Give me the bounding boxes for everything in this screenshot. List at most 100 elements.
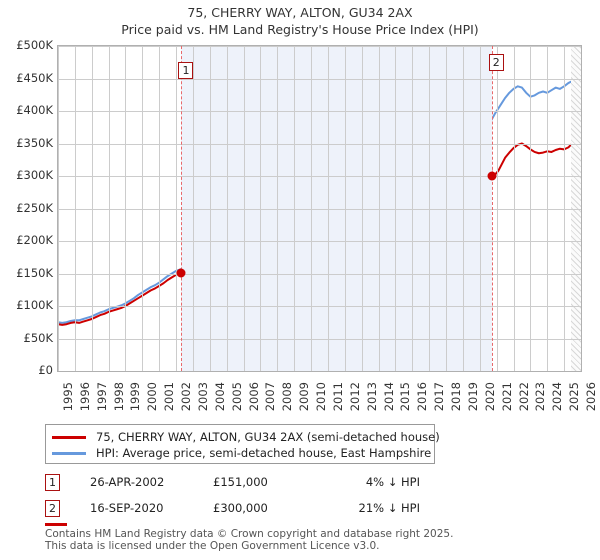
y-axis-tick-label: £50K <box>23 330 54 345</box>
transaction-hpi-delta-1: 4% ↓ HPI <box>365 475 420 489</box>
event-line-2 <box>491 46 493 371</box>
event-badge-1[interactable]: 1 <box>178 62 194 79</box>
gridline-horizontal <box>58 339 581 340</box>
x-axis-tick-label: 2020 <box>482 382 497 412</box>
gridline-vertical <box>463 46 464 371</box>
x-axis-tick-label: 1996 <box>77 382 92 412</box>
x-axis-tick-label: 1998 <box>111 382 126 412</box>
gridline-horizontal <box>58 111 581 112</box>
no-data-hatched-region <box>570 46 581 371</box>
legend-label-hpi: HPI: Average price, semi-detached house,… <box>96 446 432 460</box>
legend-item-hpi: HPI: Average price, semi-detached house,… <box>52 445 432 461</box>
x-axis-tick-label: 2024 <box>550 382 565 412</box>
y-axis-tick-label: £250K <box>16 200 53 215</box>
gridline-vertical <box>362 46 363 371</box>
gridline-horizontal <box>58 46 581 47</box>
x-axis-tick-label: 2026 <box>584 382 598 412</box>
gridline-vertical <box>581 46 582 371</box>
gridline-vertical <box>125 46 126 371</box>
gridline-horizontal <box>58 79 581 80</box>
footer-line-2: This data is licensed under the Open Gov… <box>45 540 380 552</box>
x-axis-tick-label: 2015 <box>398 382 413 412</box>
x-axis-tick-label: 2013 <box>364 382 379 412</box>
x-axis-tick-label: 1995 <box>61 382 75 412</box>
gridline-vertical <box>497 46 498 371</box>
transaction-list: 1 26-APR-2002 £151,000 4% ↓ HPI 2 16-SEP… <box>45 472 465 524</box>
gridline-vertical <box>159 46 160 371</box>
gridline-vertical <box>311 46 312 371</box>
gridline-vertical <box>294 46 295 371</box>
chart-legend: 75, CHERRY WAY, ALTON, GU34 2AX (semi-de… <box>45 424 440 464</box>
y-axis-tick-label: £500K <box>16 38 53 52</box>
x-axis-tick-label: 2014 <box>381 382 396 412</box>
x-axis-tick-label: 1999 <box>128 382 143 412</box>
x-axis-tick-label: 2006 <box>246 382 261 412</box>
x-axis-tick-label: 2010 <box>314 382 329 412</box>
gridline-vertical <box>345 46 346 371</box>
x-axis-tick-label: 2016 <box>415 382 430 412</box>
gridline-vertical <box>480 46 481 371</box>
gridline-vertical <box>328 46 329 371</box>
sale-marker-2[interactable] <box>487 171 497 181</box>
transaction-date-1: 26-APR-2002 <box>90 475 165 489</box>
y-axis-labels: £0 £50K £100K £150K £200K £250K £300K £350K £400… <box>0 38 57 380</box>
y-axis-tick-label: £300K <box>16 168 53 182</box>
x-axis-tick-label: 1997 <box>94 382 109 412</box>
legend-label-price-paid: 75, CHERRY WAY, ALTON, GU34 2AX (semi-de… <box>96 430 440 444</box>
x-axis-tick-label: 2001 <box>162 382 177 412</box>
y-axis-tick-label: £200K <box>16 233 53 247</box>
page-subtitle: Price paid vs. HM Land Registry's House … <box>121 22 479 37</box>
transaction-date-2: 16-SEP-2020 <box>90 501 164 515</box>
gridline-horizontal <box>58 241 581 242</box>
x-axis-tick-label: 2018 <box>449 382 464 412</box>
sale-marker-1[interactable] <box>176 268 186 278</box>
y-axis-tick-label: £100K <box>16 298 53 312</box>
x-axis-tick-label: 2007 <box>263 382 278 412</box>
transaction-badge-2: 2 <box>45 500 60 517</box>
gridline-horizontal <box>58 176 581 177</box>
footer-attribution: Contains HM Land Registry data © Crown c… <box>45 523 585 552</box>
gridline-vertical <box>530 46 531 371</box>
gridline-vertical <box>379 46 380 371</box>
gridline-vertical <box>75 46 76 371</box>
transaction-price-1: £151,000 <box>213 475 268 489</box>
gridline-vertical <box>514 46 515 371</box>
gridline-vertical <box>277 46 278 371</box>
event-line-1 <box>181 46 183 371</box>
table-row: 2 16-SEP-2020 £300,000 21% ↓ HPI <box>45 498 465 524</box>
legend-swatch-price-paid <box>52 435 86 439</box>
gridline-vertical <box>227 46 228 371</box>
legend-swatch-hpi <box>52 451 86 455</box>
gridline-vertical <box>547 46 548 371</box>
y-axis-tick-label: £150K <box>16 265 53 280</box>
page-title: 75, CHERRY WAY, ALTON, GU34 2AX <box>187 5 413 20</box>
gridline-vertical <box>395 46 396 371</box>
x-axis-tick-label: 2019 <box>465 382 480 412</box>
gridline-horizontal <box>58 274 581 275</box>
x-axis-tick-label: 2009 <box>297 382 312 412</box>
x-axis-tick-label: 2005 <box>229 382 244 412</box>
transaction-price-2: £300,000 <box>213 501 268 515</box>
title-block: 75, CHERRY WAY, ALTON, GU34 2AX Price pa… <box>0 4 600 38</box>
x-axis-tick-label: 2023 <box>533 382 548 412</box>
gridline-horizontal <box>58 306 581 307</box>
x-axis-tick-label: 2004 <box>212 382 227 412</box>
gridline-vertical <box>142 46 143 371</box>
gridline-vertical <box>92 46 93 371</box>
x-axis-tick-label: 2002 <box>179 382 194 412</box>
x-axis-labels: 1995 1996 1997 1998 1999 2000 2001 2002 2003 2004… <box>0 380 600 428</box>
gridline-vertical <box>210 46 211 371</box>
gridline-vertical <box>193 46 194 371</box>
x-axis-tick-label: 2000 <box>145 382 160 412</box>
gridline-vertical <box>429 46 430 371</box>
y-axis-tick-label: £350K <box>16 135 53 150</box>
transaction-badge-1: 1 <box>45 474 60 491</box>
event-badge-2[interactable]: 2 <box>488 54 504 71</box>
gridline-vertical <box>564 46 565 371</box>
transaction-hpi-delta-2: 21% ↓ HPI <box>358 501 420 515</box>
y-axis-tick-label: £400K <box>16 103 53 117</box>
gridline-vertical <box>446 46 447 371</box>
